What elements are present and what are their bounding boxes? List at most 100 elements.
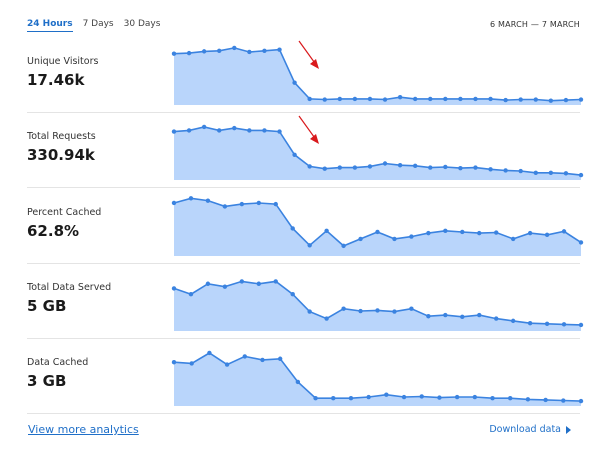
sparkline-point [544, 321, 550, 326]
time-range-tabs: 24 Hours 7 Days 30 Days [27, 19, 160, 32]
sparkline-area [174, 127, 581, 180]
sparkline-point [375, 229, 380, 235]
sparkline-point [490, 396, 495, 401]
sparkline-point [578, 240, 584, 245]
sparkline-point [205, 281, 211, 286]
sparkline-point [525, 397, 531, 402]
sparkline-point [578, 172, 584, 178]
sparkline-point [458, 96, 463, 102]
sparkline-point [533, 170, 538, 175]
sparkline-point [561, 322, 567, 327]
sparkline-point [412, 163, 418, 169]
view-more-analytics-link[interactable]: View more analytics [28, 423, 139, 436]
sparkline-point [488, 167, 493, 172]
sparkline-point [277, 129, 282, 134]
sparkline-point [503, 168, 508, 173]
sparkline-point [382, 161, 388, 166]
sparkline-point [207, 350, 212, 356]
sparkline-point [544, 232, 550, 238]
sparkline-point [392, 236, 397, 242]
sparkline-point [273, 201, 278, 207]
metric-label: Total Requests [27, 131, 96, 142]
sparkline-point [548, 98, 554, 103]
sparkline-point [260, 357, 265, 363]
download-data-label: Download data [489, 424, 561, 435]
sparkline-point [292, 152, 297, 157]
metric-row: Data Cached 3 GB [27, 338, 584, 414]
sparkline-point [460, 314, 465, 320]
download-data-button[interactable]: Download data [489, 424, 571, 435]
tab-7-days[interactable]: 7 Days [82, 19, 114, 29]
sparkline-point [358, 236, 363, 242]
sparkline-point [548, 170, 554, 175]
sparkline-point [262, 48, 267, 53]
sparkline-point [171, 360, 177, 365]
sparkline-point [262, 128, 267, 133]
sparkline-point [222, 284, 228, 289]
tab-24-hours[interactable]: 24 Hours [27, 19, 73, 32]
sparkline-point [239, 279, 245, 284]
sparkline-point [419, 394, 424, 399]
sparkline-point [307, 96, 312, 102]
sparkline-point [578, 398, 584, 404]
sparkline-point [527, 321, 533, 326]
sparkline-point [222, 204, 228, 209]
metric-label: Total Data Served [27, 282, 112, 293]
sparkline-point [337, 165, 343, 170]
sparkline-point [358, 308, 363, 314]
sparkline-point [295, 379, 301, 385]
sparkline-point [367, 164, 373, 169]
sparkline-point [217, 48, 222, 53]
sparkline-point [508, 396, 513, 401]
sparkline-point [561, 229, 567, 234]
sparkline-line [173, 47, 582, 102]
sparkline-point [171, 51, 177, 56]
metric-value: 17.46k [27, 71, 85, 89]
sparkline-point [188, 196, 194, 201]
sparkline-point [171, 286, 177, 291]
sparkline-point [352, 165, 358, 170]
sparkline-point [409, 306, 414, 311]
sparkline-point [242, 354, 247, 359]
tab-30-days[interactable]: 30 Days [123, 19, 161, 29]
sparkline-point [375, 308, 380, 313]
sparkline-point [510, 236, 516, 242]
sparkline-point [307, 309, 312, 314]
sparkline-point [205, 198, 211, 203]
sparkline-point [428, 96, 433, 102]
sparkline-point [292, 80, 297, 85]
sparkline-chart [171, 115, 584, 180]
sparkline-area [174, 198, 581, 256]
sparkline-point [437, 395, 442, 400]
sparkline-area [174, 47, 581, 105]
sparkline-point [189, 361, 194, 366]
red-arrow-annotation [298, 40, 319, 69]
sparkline-point [277, 47, 282, 52]
sparkline-point [533, 97, 538, 102]
sparkline-point [518, 97, 523, 102]
sparkline-point [384, 392, 389, 397]
sparkline-point [239, 201, 245, 207]
sparkline-point [367, 96, 373, 102]
sparkline-point [232, 45, 237, 51]
sparkline-area [174, 353, 581, 406]
sparkline-point [322, 97, 327, 102]
sparkline-point [473, 165, 478, 170]
sparkline-point [488, 96, 493, 102]
sparkline-point [331, 396, 336, 401]
sparkline-point [324, 316, 329, 321]
sparkline-point [171, 200, 177, 206]
sparkline-point [341, 306, 346, 311]
sparkline-point [527, 230, 533, 236]
sparkline-point [397, 95, 403, 100]
sparkline-point [324, 228, 329, 233]
sparkline-point [428, 165, 433, 170]
sparkline-point [477, 230, 482, 236]
sparkline-point [426, 230, 431, 236]
sparkline-point [217, 128, 222, 133]
sparkline-chart [171, 40, 584, 105]
sparkline-point [247, 49, 252, 55]
sparkline-point [337, 96, 343, 102]
sparkline-point [543, 397, 548, 403]
sparkline-point [392, 309, 397, 314]
